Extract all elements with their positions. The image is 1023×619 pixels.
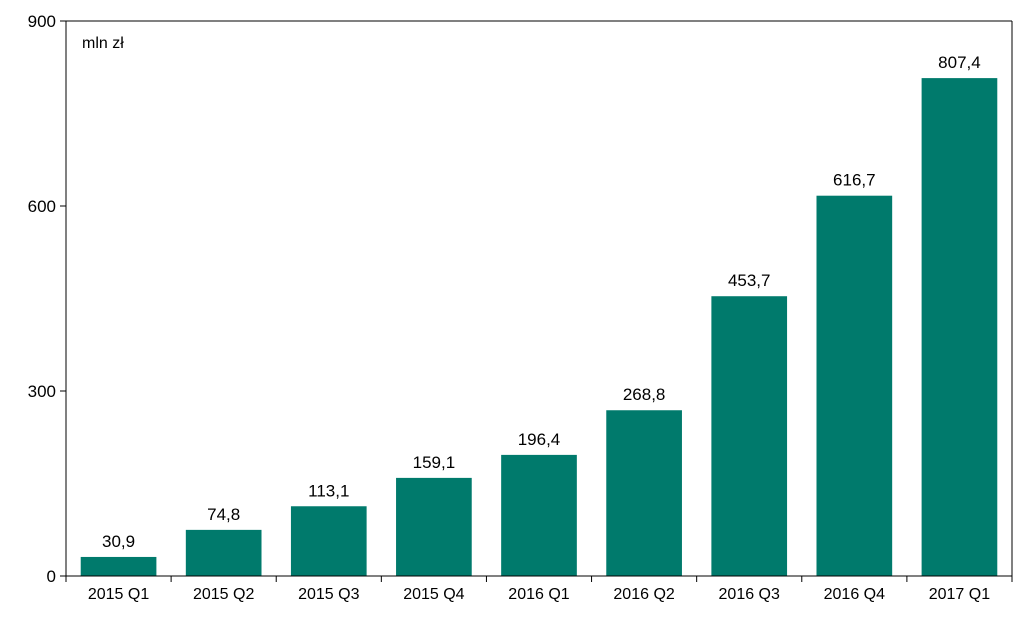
x-category-label: 2015 Q4 — [403, 586, 464, 603]
x-category-label: 2016 Q1 — [508, 586, 569, 603]
bar — [396, 477, 472, 576]
y-tick-label: 300 — [28, 382, 56, 401]
bar — [921, 78, 998, 576]
bar — [606, 410, 682, 576]
x-category-label: 2015 Q3 — [298, 586, 359, 603]
bar-value-label: 113,1 — [308, 481, 349, 500]
bar-value-label: 807,4 — [938, 53, 981, 72]
bar-value-label: 453,7 — [728, 271, 771, 290]
bars-group — [80, 78, 998, 576]
ticks-group — [60, 20, 1013, 582]
bar-value-label: 616,7 — [833, 171, 876, 190]
x-category-label: 2017 Q1 — [929, 586, 990, 603]
bar-value-label: 268,8 — [623, 385, 666, 404]
bar — [290, 506, 367, 576]
x-category-label: 2016 Q4 — [824, 586, 885, 603]
x-category-label: 2015 Q2 — [193, 586, 254, 603]
labels-group: 0 300 600 900 30,9 2015 Q1 74,8 2015 Q2 113,1 201… — [28, 12, 991, 603]
bar-value-label: 74,8 — [207, 505, 240, 524]
bar — [185, 529, 262, 576]
axes-group — [65, 20, 1013, 577]
x-category-label: 2015 Q1 — [88, 586, 149, 603]
bar — [711, 296, 788, 576]
y-tick-label: 0 — [47, 567, 56, 586]
y-tick-label: 900 — [28, 12, 56, 31]
unit-label: mln zł — [82, 35, 124, 52]
bar-value-label: 30,9 — [102, 532, 135, 551]
bar-value-label: 159,1 — [413, 453, 456, 472]
bar — [816, 195, 893, 576]
x-category-label: 2016 Q3 — [719, 586, 780, 603]
y-tick-label: 600 — [28, 197, 56, 216]
x-category-label: 2016 Q2 — [613, 586, 674, 603]
bar — [80, 556, 157, 576]
bar-value-label: 196,4 — [518, 430, 561, 449]
bar — [501, 454, 577, 576]
